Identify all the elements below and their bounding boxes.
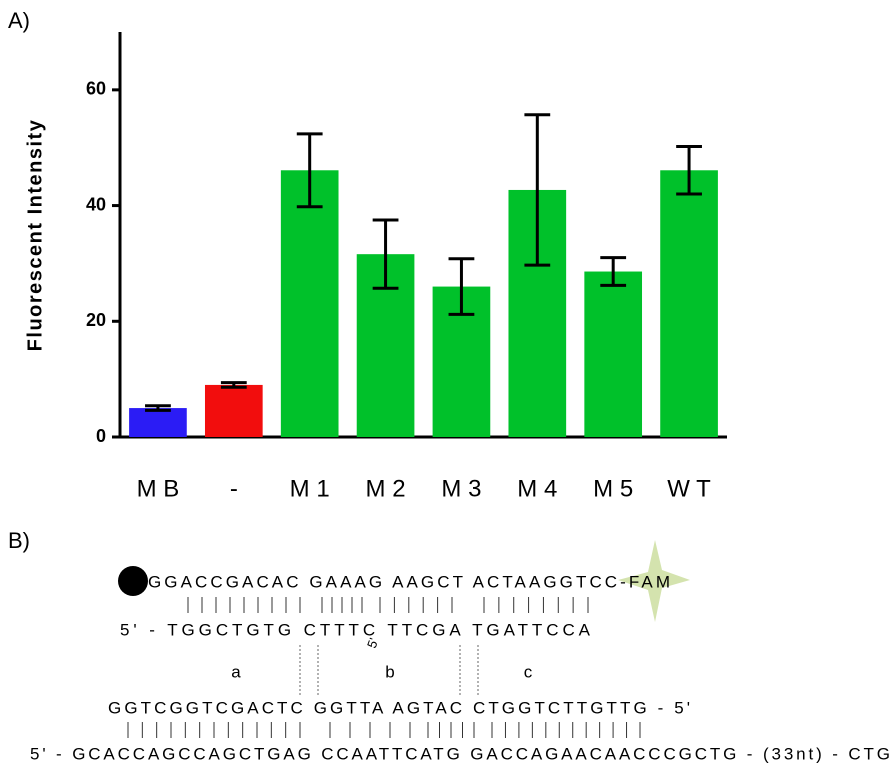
- y-tick-label: 60: [86, 79, 106, 99]
- x-tick-label: M 5: [593, 475, 633, 502]
- region-label: c: [524, 662, 533, 681]
- bar: [205, 385, 263, 437]
- y-tick-label: 20: [86, 310, 106, 330]
- y-tick-label: 0: [96, 426, 106, 446]
- panel-label: A): [8, 8, 30, 33]
- bar: [660, 170, 718, 437]
- x-tick-label: M 3: [441, 475, 481, 502]
- x-tick-label: M 1: [290, 475, 330, 502]
- target-sequence: 5' - GCACCAGCCAGCTGAG CCAATTCATG GACCAGA…: [30, 744, 890, 763]
- bar: [281, 170, 339, 437]
- y-axis-label: Fluorescent Intensity: [24, 119, 46, 352]
- x-tick-label: -: [230, 475, 238, 502]
- y-tick-label: 40: [86, 194, 106, 214]
- region-label: a: [231, 662, 241, 681]
- x-tick-label: M 4: [517, 475, 557, 502]
- probe-sequence: GGACCGACAC GAAAG AAGCT ACTAAGGTCC-FAM: [148, 572, 670, 591]
- bar: [584, 272, 642, 437]
- error-bar: [145, 406, 171, 411]
- panel-label: B): [8, 528, 30, 553]
- primer-sequence: GGTCGGTCGACTC GGTTA AGTAC CTGGTCTTGTTG -…: [108, 698, 690, 717]
- figure: A) Fluorescent Intensity B) GGACCGACAC G…: [0, 0, 894, 773]
- x-tick-label: M B: [137, 475, 180, 502]
- quencher: [118, 566, 148, 596]
- probe-complement: 5' - TGGCTGTG CTTTC TTCGA TGATTCCA: [120, 620, 591, 639]
- x-tick-label: W T: [667, 475, 711, 502]
- region-label: b: [385, 662, 394, 681]
- bar: [129, 408, 187, 437]
- x-tick-label: M 2: [366, 475, 406, 502]
